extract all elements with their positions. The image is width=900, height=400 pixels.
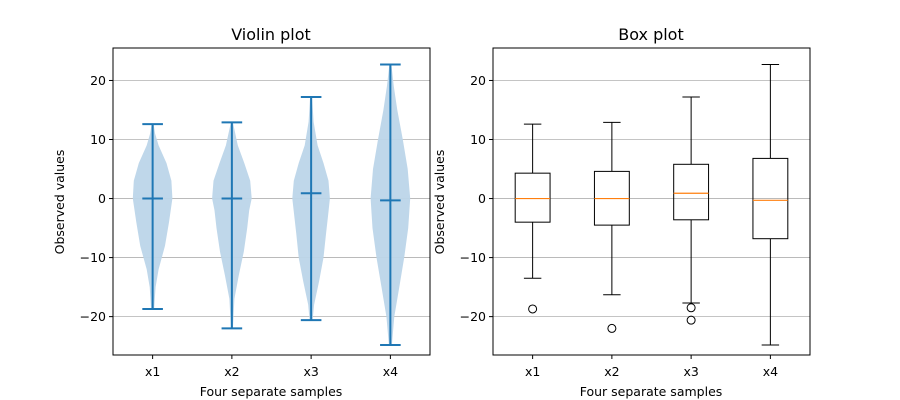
box-plot-x-ticks: x1 x2 x3 x4 (525, 355, 778, 379)
x-tick-label: x3 (683, 364, 698, 379)
box-plot-panel: Box plot Four separate samples Observed … (432, 25, 811, 399)
violin-plot-x-ticks: x1 x2 x3 x4 (145, 355, 398, 379)
y-tick-label: −10 (460, 250, 486, 265)
box-iqr-x4 (752, 157, 789, 240)
violin-plot-axes-frame (112, 47, 431, 356)
y-tick-label: 10 (470, 132, 486, 147)
y-tick-label: 20 (470, 73, 486, 88)
box-plot-ylabel: Observed values (432, 150, 447, 255)
x-tick-label: x1 (145, 364, 160, 379)
y-tick-label: −20 (80, 309, 106, 324)
box-iqr-x1 (514, 172, 551, 223)
x-tick-label: x1 (525, 364, 540, 379)
y-tick-label: 0 (478, 191, 486, 206)
x-tick-label: x4 (383, 364, 398, 379)
box-outlier-x3 (686, 303, 696, 313)
box-outlier-x1 (528, 304, 538, 314)
violin-plot-marks (132, 63, 411, 346)
x-tick-label: x2 (604, 364, 619, 379)
violin-plot-title: Violin plot (231, 25, 311, 44)
y-tick-label: −10 (80, 250, 106, 265)
y-tick-label: 10 (90, 132, 106, 147)
box-plot-xlabel: Four separate samples (580, 384, 723, 399)
box-plot-title: Box plot (618, 25, 684, 44)
box-plot-axes-frame (492, 47, 811, 356)
box-outlier-x2 (607, 323, 617, 333)
box-outlier-x3 (686, 315, 696, 325)
violin-plot-y-ticks: −20 −10 0 10 20 (80, 73, 113, 324)
y-tick-label: 20 (90, 73, 106, 88)
y-tick-label: −20 (460, 309, 486, 324)
x-tick-label: x4 (763, 364, 778, 379)
violin-plot-ylabel: Observed values (52, 150, 67, 255)
box-plot-marks (514, 64, 789, 346)
y-tick-label: 0 (98, 191, 106, 206)
box-iqr-x3 (673, 163, 710, 221)
x-tick-label: x3 (303, 364, 318, 379)
box-plot-y-ticks: −20 −10 0 10 20 (460, 73, 493, 324)
x-tick-label: x2 (224, 364, 239, 379)
violin-plot-xlabel: Four separate samples (200, 384, 343, 399)
violin-plot-panel: Violin plot Four separate samples Observ… (52, 25, 431, 399)
